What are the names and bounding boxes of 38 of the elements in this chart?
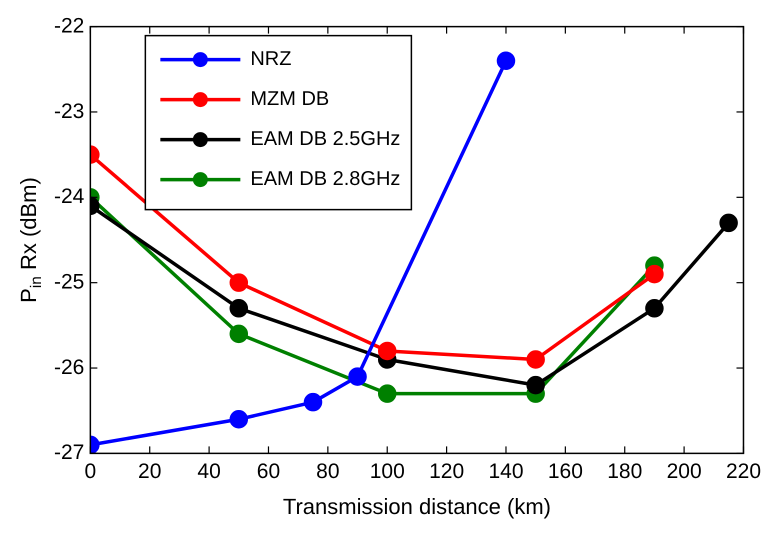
x-tick-label: 120 [429,460,464,483]
legend-label: EAM DB 2.8GHz [250,168,400,190]
y-tick-label: -23 [54,100,84,123]
y-axis-title: Pin Rx (dBm) [16,177,45,303]
point [526,350,545,369]
point [645,299,664,318]
x-tick-label: 200 [666,460,702,483]
point [348,367,367,386]
point [645,264,664,284]
legend-label: NRZ [250,48,292,70]
y-tick-label: -24 [54,185,85,208]
y-tick-label: -25 [54,270,84,294]
point [719,214,738,232]
x-tick-label: 160 [548,460,583,483]
point [230,299,248,318]
x-tick-label: 140 [488,460,524,483]
point [304,392,322,412]
y-tick-label: -26 [54,356,84,379]
x-tick-label: 180 [607,460,642,483]
x-tick-label: 60 [256,460,280,483]
x-tick-label: 100 [370,460,405,483]
point [378,342,396,360]
x-tick-label: 20 [138,460,162,483]
point [496,51,516,70]
x-tick-label: 40 [197,460,221,483]
y-tick-label: -27 [54,441,84,464]
point [230,273,248,292]
legend-label: MZM DB [250,88,330,110]
x-axis-title: Transmission distance (km) [282,494,551,519]
point [230,324,248,344]
x-tick-label: 80 [316,460,340,483]
point [378,384,396,403]
y-tick-label: -22 [54,14,84,38]
x-tick-label: 0 [84,460,96,483]
x-tick-label: 220 [726,460,762,483]
point [230,410,248,429]
point [526,376,545,394]
legend-label: EAM DB 2.5GHz [250,128,400,150]
